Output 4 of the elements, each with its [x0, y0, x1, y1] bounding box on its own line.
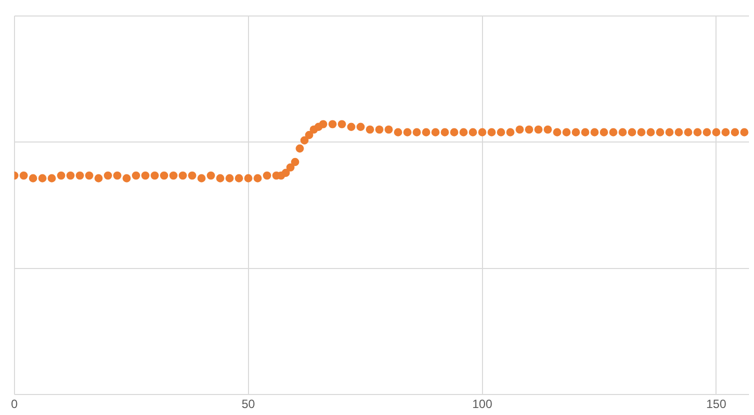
x-tick-label: 150	[706, 397, 727, 412]
x-tick-label: 100	[472, 397, 493, 412]
x-tick-label: 50	[242, 397, 256, 412]
x-tick-label: 0	[10, 397, 18, 412]
